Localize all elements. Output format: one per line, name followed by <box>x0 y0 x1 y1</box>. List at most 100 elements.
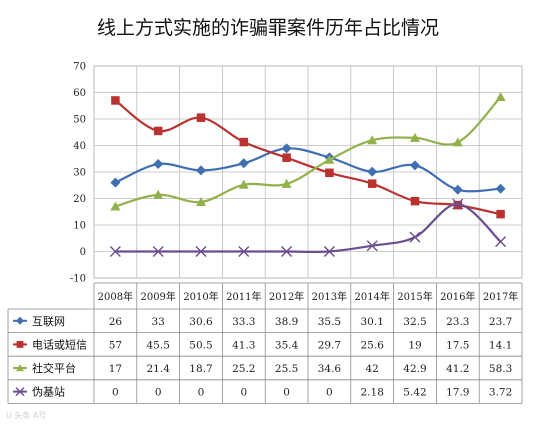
marker-stroke <box>409 231 421 243</box>
table-cell: 0 <box>198 387 205 399</box>
legend-marker <box>15 387 25 397</box>
y-tick-label: 10 <box>73 221 86 232</box>
table-cell: 23.7 <box>489 316 512 328</box>
table-cell: 34.6 <box>318 363 342 375</box>
data-point <box>495 92 506 102</box>
table-cell: 29.7 <box>318 339 341 351</box>
series-4 <box>109 198 507 257</box>
table-cell: 17 <box>109 363 122 375</box>
data-point <box>367 166 378 177</box>
data-point <box>410 196 420 206</box>
x-tick-label: 2009年 <box>140 290 175 303</box>
table-cell: 41.2 <box>446 363 469 375</box>
table-cell: 17.9 <box>446 387 469 399</box>
data-point <box>452 198 464 210</box>
y-tick-label: -10 <box>70 274 86 285</box>
table-cell: 45.5 <box>147 339 170 351</box>
data-point <box>196 113 206 122</box>
table-cell: 35.5 <box>318 316 341 328</box>
table-cell: 2.18 <box>361 387 384 399</box>
table-cell: 42.9 <box>403 363 426 375</box>
data-point <box>153 189 164 199</box>
data-point <box>324 154 335 164</box>
marker-stroke <box>15 387 25 397</box>
data-point <box>366 240 378 252</box>
data-point <box>410 132 420 142</box>
table-cell: 25.2 <box>232 363 255 375</box>
data-point <box>496 209 505 219</box>
legend-label: 互联网 <box>32 315 65 328</box>
table-cell: 0 <box>155 387 162 399</box>
table-cell: 58.3 <box>489 363 512 375</box>
table-cell: 0 <box>326 387 333 399</box>
legend-label: 电话或短信 <box>32 337 87 351</box>
data-point <box>410 160 420 171</box>
data-point <box>195 246 207 257</box>
table-row: 伪基站 0 0 0 0 0 0 2.18 5.42 17.9 3.72 <box>13 385 512 399</box>
data-point <box>495 236 507 248</box>
gridlines <box>93 65 523 279</box>
table-cell: 23.3 <box>446 316 469 328</box>
legend-label: 伪基站 <box>32 385 65 399</box>
y-tick-label: 20 <box>73 194 86 205</box>
table-cell: 17.5 <box>446 339 469 351</box>
watermark: U 头条 A号 <box>6 410 46 420</box>
table-cell: 25.6 <box>361 339 385 351</box>
marker-stroke <box>366 240 378 252</box>
marker-stroke <box>109 246 121 257</box>
data-point <box>281 143 292 154</box>
legend-marker <box>16 341 24 348</box>
x-tick-label: 2013年 <box>312 290 347 303</box>
data-table: 2008年 2009年 2010年 2011年 2012年 2013年 2014年 2015年… <box>7 282 523 404</box>
marker-stroke <box>195 246 207 257</box>
table-cell: 19 <box>408 339 421 351</box>
table-cell: 50.5 <box>189 339 212 351</box>
series-line <box>115 96 502 208</box>
data-point <box>196 196 206 206</box>
data-point <box>452 137 463 147</box>
y-tick-label: 30 <box>73 168 86 179</box>
data-point <box>238 246 250 257</box>
marker-stroke <box>495 236 507 248</box>
table-cell: 26 <box>109 316 123 328</box>
series-1 <box>110 143 506 195</box>
y-tick-label: 50 <box>73 115 86 126</box>
data-point <box>281 178 292 188</box>
x-tick-label: 2010年 <box>183 290 218 303</box>
table-cell: 35.4 <box>275 339 299 351</box>
table-cell: 32.5 <box>403 316 426 328</box>
table-cell: 41.3 <box>232 339 255 351</box>
data-point <box>325 168 334 178</box>
table-row: 电话或短信 57 45.5 50.5 41.3 35.4 29.7 25.6 19 17.5 14.… <box>13 337 512 351</box>
data-point <box>452 184 463 195</box>
table-cell: 14.1 <box>489 339 512 351</box>
marker-stroke <box>323 246 335 257</box>
data-point <box>323 246 335 257</box>
y-tick-label: 0 <box>80 247 86 258</box>
marker-stroke <box>452 198 464 210</box>
series-line <box>115 202 502 254</box>
series-3 <box>110 92 506 211</box>
table-cell: 0 <box>283 387 290 399</box>
x-tick-label: 2015年 <box>397 290 432 303</box>
series-line <box>114 99 501 216</box>
table-row: 互联网 26 33 30.6 33.3 38.9 35.5 30.1 32.5 23.3 23.7 <box>13 315 512 328</box>
table-cell: 18.7 <box>189 363 212 375</box>
x-tick-label: 2008年 <box>98 290 133 303</box>
table-cell: 33.3 <box>232 316 255 328</box>
table-cell: 25.5 <box>275 363 298 375</box>
data-point <box>409 231 421 243</box>
series-line <box>114 147 501 193</box>
data-point <box>153 126 163 136</box>
data-point <box>367 179 377 188</box>
x-tick-label: 2014年 <box>354 290 389 303</box>
table-cell: 5.42 <box>403 387 426 399</box>
table-cell: 33 <box>152 316 165 328</box>
y-tick-label: 60 <box>73 88 86 99</box>
data-point <box>109 246 121 257</box>
table-cell: 30.6 <box>189 316 213 328</box>
table-cell: 38.9 <box>275 316 298 328</box>
data-point <box>238 158 249 169</box>
data-point <box>238 179 249 189</box>
